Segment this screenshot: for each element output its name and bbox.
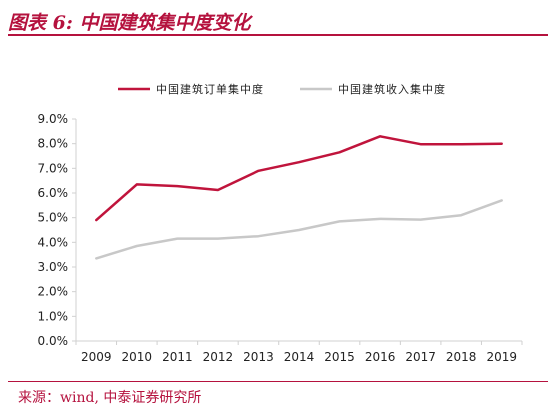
x-tick-label: 2016 bbox=[365, 350, 396, 364]
source-divider bbox=[8, 381, 548, 382]
x-tick-label: 2017 bbox=[405, 350, 436, 364]
chart-axes: 0.0% 1.0% 2.0% 3.0% 4.0% 5.0% 6.0% 7.0% 8.0% 9.0%… bbox=[38, 112, 523, 364]
y-tick-label: 0.0% bbox=[38, 334, 69, 348]
legend-label: 中国建筑订单集中度 bbox=[156, 82, 264, 96]
x-tick-label: 2019 bbox=[486, 350, 517, 364]
y-tick-label: 2.0% bbox=[38, 285, 69, 299]
y-tick-label: 8.0% bbox=[38, 137, 69, 151]
x-tick-label: 2015 bbox=[324, 350, 355, 364]
y-tick-label: 4.0% bbox=[38, 235, 69, 249]
x-tick-label: 2010 bbox=[122, 350, 153, 364]
legend-label: 中国建筑收入集中度 bbox=[338, 82, 446, 96]
series-line-1 bbox=[95, 135, 503, 222]
x-tick-label: 2011 bbox=[162, 350, 193, 364]
y-tick-label: 1.0% bbox=[38, 309, 69, 323]
legend-item-2: 中国建筑收入集中度 bbox=[300, 82, 446, 96]
x-tick-label: 2018 bbox=[446, 350, 477, 364]
y-tick-label: 9.0% bbox=[38, 112, 69, 126]
chart-legend: 中国建筑订单集中度 中国建筑收入集中度 bbox=[118, 82, 446, 96]
y-tick-label: 7.0% bbox=[38, 161, 69, 175]
series-line-2 bbox=[95, 199, 503, 260]
chart-series bbox=[95, 135, 503, 260]
legend-item-1: 中国建筑订单集中度 bbox=[118, 82, 264, 96]
x-tick-label: 2009 bbox=[81, 350, 112, 364]
title-divider bbox=[8, 34, 548, 36]
x-tick-label: 2014 bbox=[284, 350, 315, 364]
x-tick-label: 2013 bbox=[243, 350, 274, 364]
figure-title: 图表 6: 中国建筑集中度变化 bbox=[8, 12, 251, 34]
y-tick-label: 5.0% bbox=[38, 211, 69, 225]
source-note: 来源：wind, 中泰证券研究所 bbox=[18, 390, 202, 406]
x-tick-label: 2012 bbox=[203, 350, 234, 364]
y-tick-label: 6.0% bbox=[38, 186, 69, 200]
y-tick-label: 3.0% bbox=[38, 260, 69, 274]
